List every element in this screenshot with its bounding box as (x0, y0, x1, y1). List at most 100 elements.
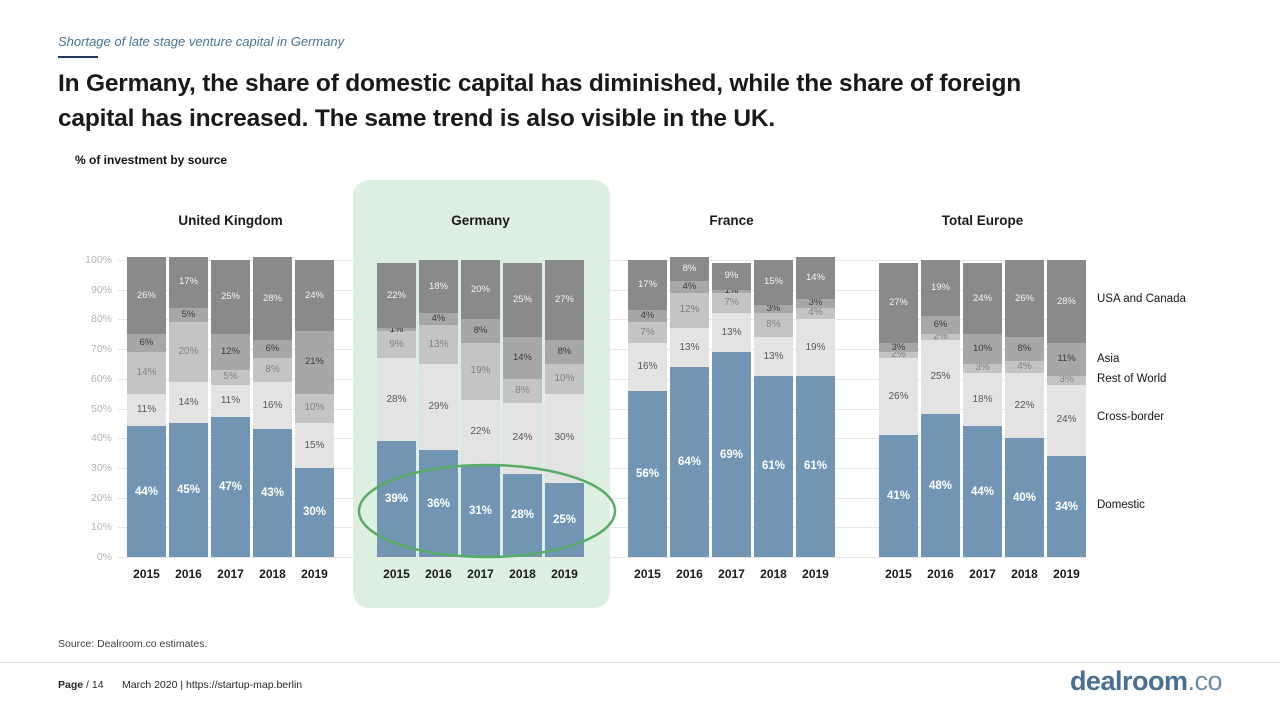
bar-value-label: 13% (763, 350, 784, 362)
bar-segment: 10% (295, 393, 334, 424)
bar-value-label: 24% (304, 289, 324, 301)
bar-value-label: 5% (223, 371, 238, 383)
x-axis-year-label: 2017 (217, 567, 244, 581)
bar-segment: 5% (169, 307, 208, 323)
group-title-france: France (709, 213, 754, 228)
bar-segment: 26% (127, 257, 166, 335)
bar-segment: 19% (921, 260, 960, 317)
bar-value-label: 14% (805, 271, 825, 283)
gridline (118, 349, 1086, 351)
bar-value-label: 25% (552, 513, 577, 526)
legend-rest-of-world: Rest of World (1097, 373, 1167, 385)
bar-value-label: 22% (386, 289, 406, 301)
bar-segment: 8% (670, 257, 709, 281)
x-axis-year-label: 2019 (301, 567, 328, 581)
bar-segment: 6% (127, 334, 166, 353)
bar-segment: 61% (754, 375, 793, 557)
bar-value-label: 6% (933, 319, 948, 331)
gridline (118, 467, 1086, 469)
footer-meta: March 2020 | https://startup-map.berlin (122, 679, 303, 691)
bar-value-label: 6% (139, 337, 154, 349)
bar-segment: 12% (670, 292, 709, 329)
bar-value-label: 5% (181, 308, 196, 320)
bar-value-label: 3% (975, 362, 990, 374)
group-title-germany: Germany (451, 213, 510, 228)
bar-value-label: 18% (428, 280, 448, 292)
bar-segment: 19% (796, 319, 835, 376)
bar-segment: 22% (377, 262, 416, 329)
bar-value-label: 61% (761, 460, 786, 473)
bar-value-label: 39% (384, 493, 409, 506)
bar-value-label: 1% (389, 323, 404, 335)
bar-segment: 8% (754, 313, 793, 338)
x-axis-year-label: 2016 (175, 567, 202, 581)
bar-segment: 6% (253, 340, 292, 358)
bar-value-label: 20% (470, 283, 490, 295)
bar-value-label: 25% (930, 371, 951, 383)
bar-value-label: 44% (134, 485, 159, 498)
bar-segment: 8% (1005, 337, 1044, 361)
bar-value-label: 13% (721, 326, 742, 338)
logo-suffix: .co (1187, 666, 1222, 696)
bar-value-label: 24% (512, 432, 533, 444)
bar-segment: 11% (127, 393, 166, 427)
bar-segment: 27% (545, 260, 584, 341)
bar-value-label: 27% (554, 294, 574, 306)
bar-value-label: 3% (891, 341, 906, 353)
bar-segment: 39% (377, 441, 416, 557)
gridline (118, 408, 1086, 410)
bar-value-label: 40% (1012, 491, 1037, 504)
bar-segment: 61% (796, 375, 835, 557)
y-axis-tick: 50% (90, 402, 112, 415)
bar-value-label: 26% (1014, 292, 1034, 304)
bar-value-label: 8% (1017, 343, 1032, 355)
bar-segment: 34% (1047, 456, 1086, 557)
bar-segment: 5% (211, 369, 250, 385)
bar-value-label: 10% (304, 402, 325, 414)
x-axis-year-label: 2016 (927, 567, 954, 581)
bar-segment: 2% (921, 332, 960, 342)
bar-segment: 41% (879, 435, 918, 557)
bar-value-label: 3% (808, 297, 823, 309)
bar-value-label: 22% (1014, 399, 1035, 411)
bar-value-label: 31% (468, 504, 493, 517)
bar-segment: 8% (253, 358, 292, 382)
x-axis-year-label: 2017 (969, 567, 996, 581)
bar-value-label: 14% (178, 396, 199, 408)
gridline (118, 438, 1086, 440)
bar-value-label: 8% (766, 319, 781, 331)
bar-value-label: 28% (386, 393, 407, 405)
bar-segment: 13% (754, 337, 793, 376)
bar-segment: 27% (879, 262, 918, 344)
bar-segment: 18% (419, 260, 458, 314)
bar-segment: 8% (545, 340, 584, 364)
bar-value-label: 19% (805, 341, 826, 353)
bar-segment: 9% (377, 331, 416, 358)
x-axis-year-label: 2015 (383, 567, 410, 581)
bar-value-label: 19% (470, 365, 491, 377)
gridline (118, 319, 1086, 321)
bar-value-label: 64% (677, 455, 702, 468)
chart-subtitle: % of investment by source (75, 153, 228, 167)
bar-value-label: 7% (640, 326, 655, 338)
page-title: In Germany, the share of domestic capita… (58, 66, 1208, 136)
bar-value-label: 19% (930, 282, 950, 294)
bar-value-label: 24% (972, 292, 992, 304)
bar-value-label: 4% (808, 307, 823, 319)
bar-segment: 9% (712, 262, 751, 290)
bar-value-label: 8% (557, 346, 572, 358)
bar-segment: 17% (169, 257, 208, 308)
footer-divider (0, 662, 1280, 663)
page-title-line2: capital has increased. The same trend is… (58, 105, 776, 132)
bar-value-label: 12% (220, 346, 240, 358)
bar-value-label: 36% (426, 497, 451, 510)
x-axis-year-label: 2017 (467, 567, 494, 581)
bar-value-label: 11% (220, 395, 241, 407)
bar-segment: 21% (295, 331, 334, 394)
bar-value-label: 69% (719, 448, 744, 461)
bar-value-label: 28% (1056, 295, 1076, 307)
bar-value-label: 21% (304, 356, 324, 368)
legend-usa-and-canada: USA and Canada (1097, 293, 1186, 305)
bar-value-label: 7% (724, 297, 739, 309)
logo-main: dealroom (1069, 666, 1188, 696)
